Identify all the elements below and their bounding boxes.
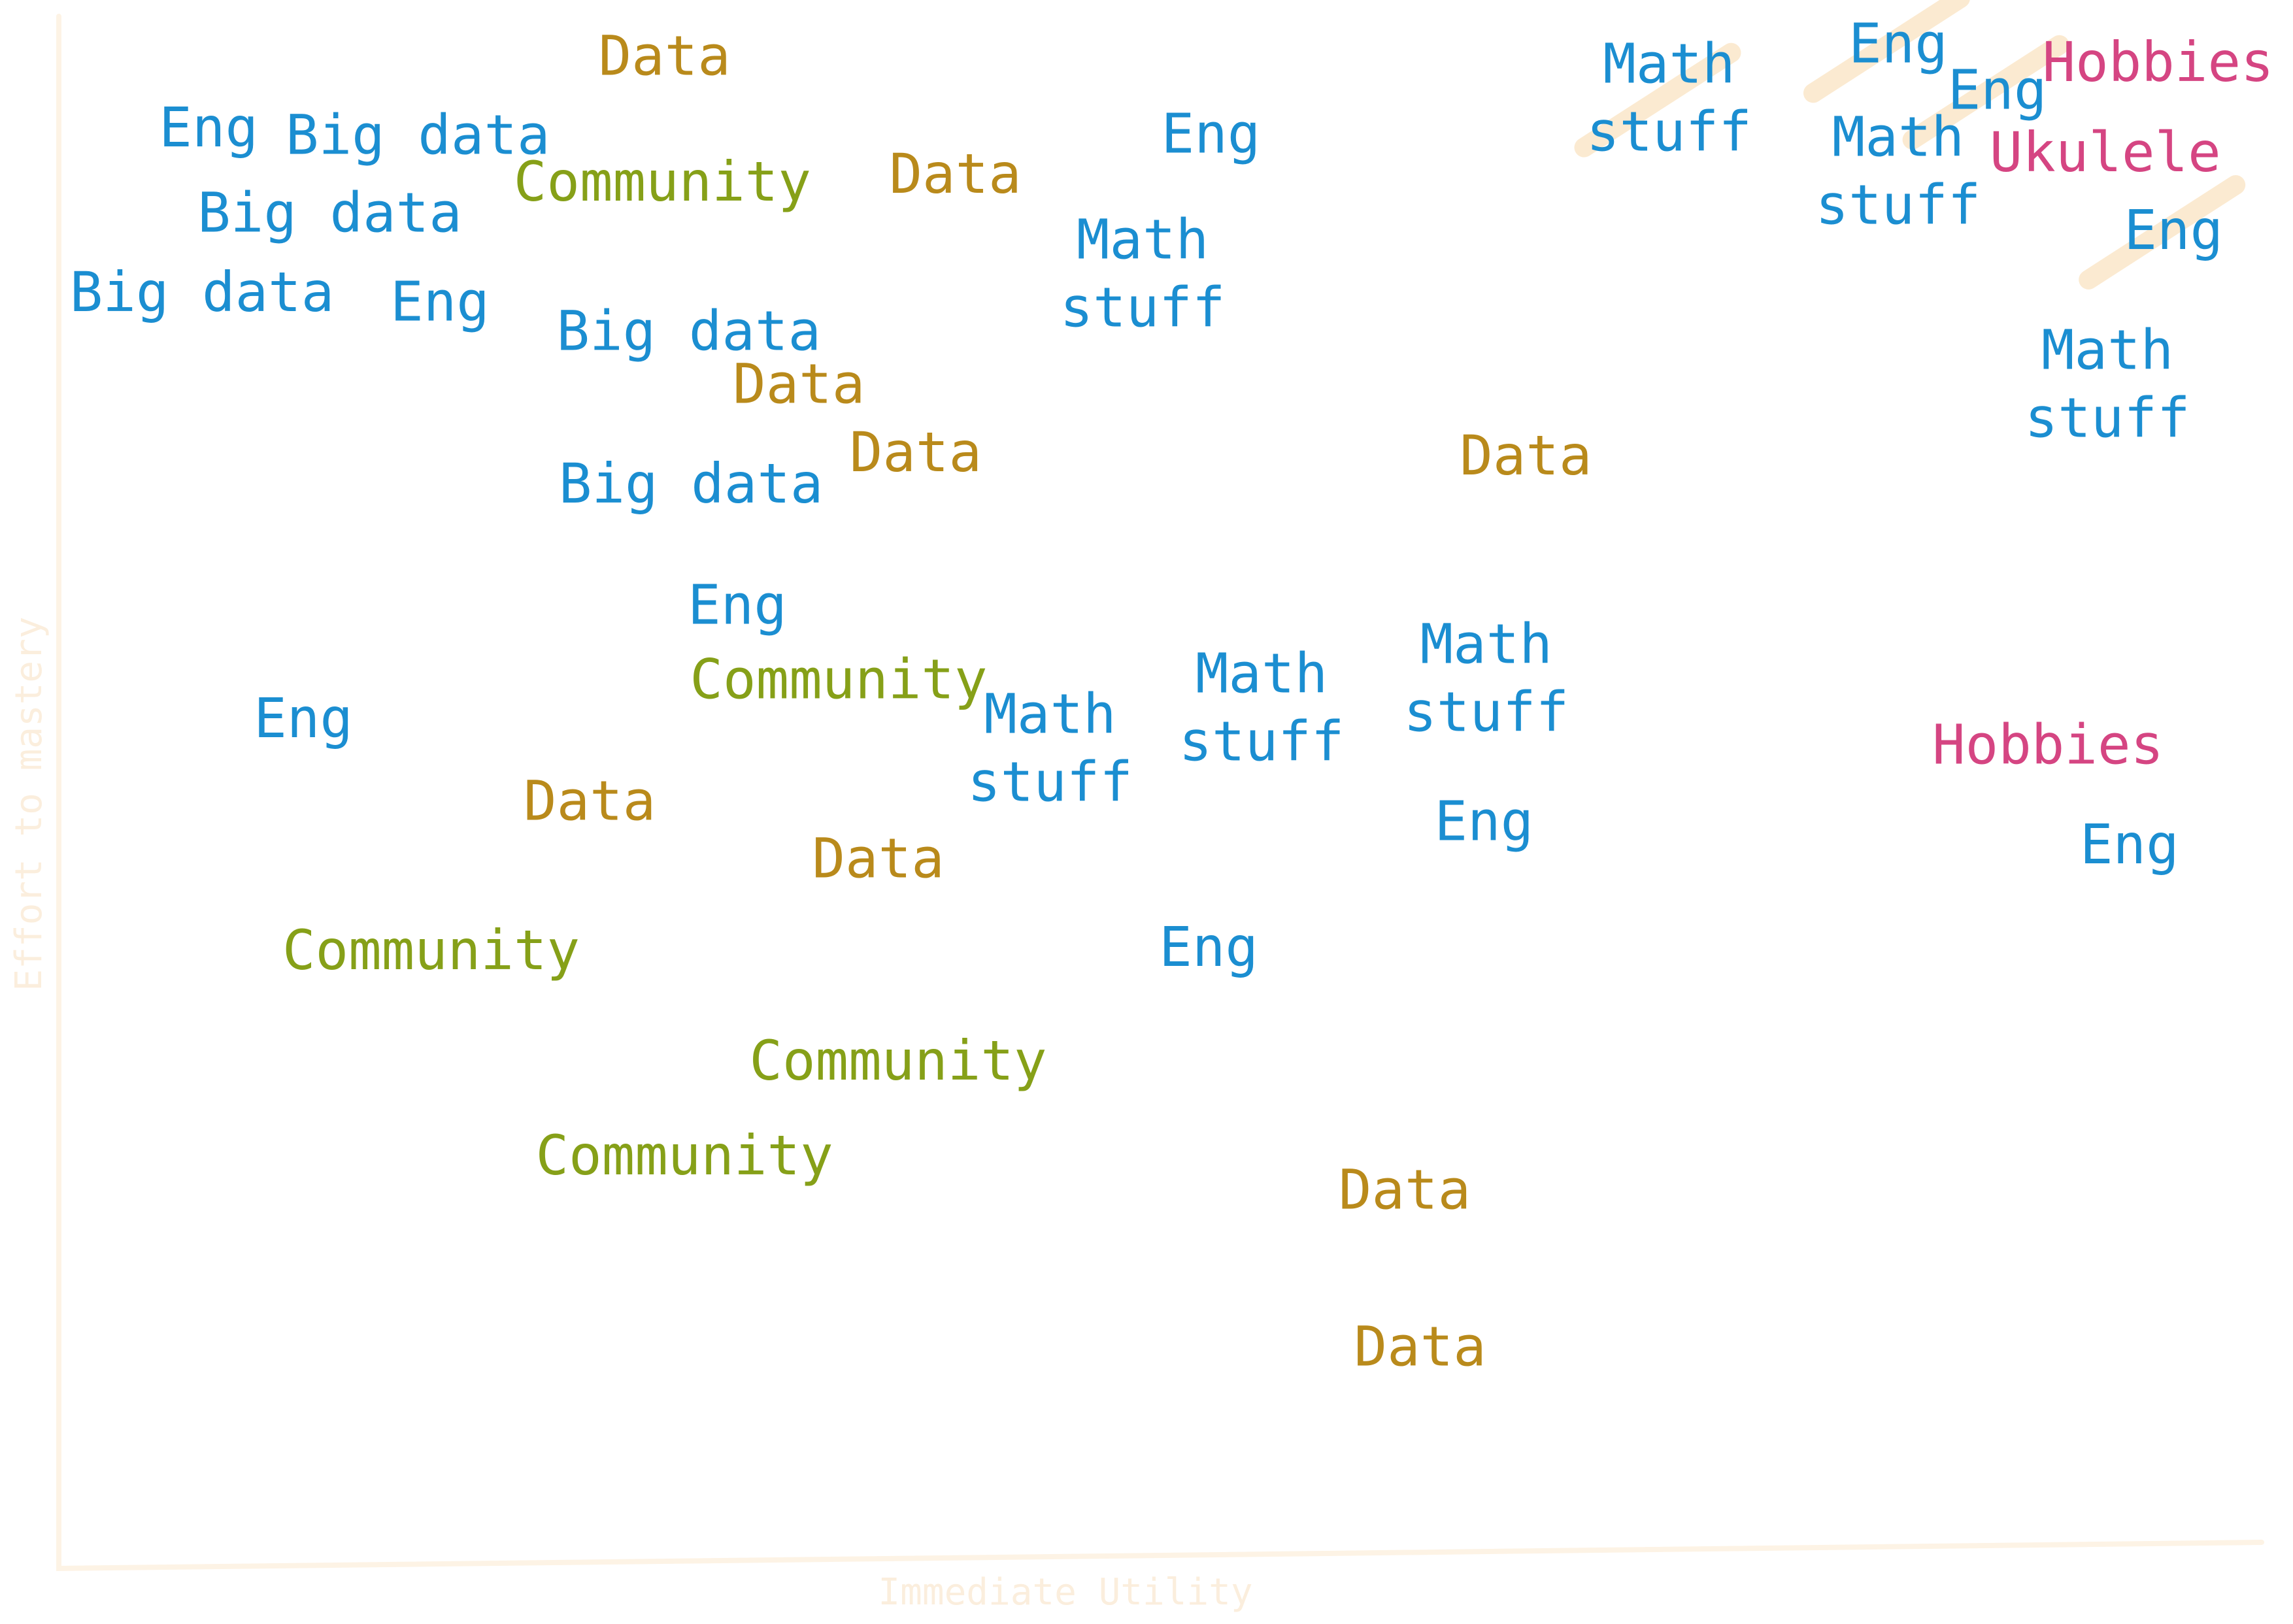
point-label-big-data: Big data bbox=[557, 299, 822, 363]
point-label-big-data: Big data bbox=[70, 260, 335, 324]
point-label-data: Data bbox=[1339, 1157, 1471, 1221]
point-label-big-data: Big data bbox=[286, 103, 550, 167]
point-label-eng: Eng bbox=[254, 686, 353, 750]
point-label-data: Data bbox=[1460, 423, 1592, 488]
point-label-eng: Eng bbox=[1849, 11, 1948, 75]
point-label-data: Data bbox=[599, 24, 731, 88]
x-axis-title: Immediate Utility bbox=[878, 1571, 1252, 1614]
point-label-community: Community bbox=[690, 648, 987, 712]
point-label-data: Data bbox=[524, 769, 656, 833]
point-label-math-stuff: Math stuff bbox=[2025, 318, 2190, 450]
point-label-eng: Eng bbox=[688, 572, 787, 637]
point-label-eng: Eng bbox=[1948, 58, 2047, 122]
point-label-big-data: Big data bbox=[559, 452, 824, 516]
point-label-data: Data bbox=[733, 352, 865, 416]
point-label-ukulele: Ukulele bbox=[1990, 120, 2221, 184]
axis-lines bbox=[56, 14, 2264, 1572]
point-label-community: Community bbox=[749, 1029, 1046, 1093]
point-label-eng: Eng bbox=[1162, 101, 1261, 165]
y-axis-title: Effort to mastery bbox=[8, 616, 50, 991]
point-label-community: Community bbox=[282, 918, 580, 982]
highlight-layer bbox=[1574, 0, 2246, 290]
point-label-math-stuff: Math stuff bbox=[967, 682, 1133, 814]
point-label-big-data: Big data bbox=[197, 181, 462, 245]
point-label-hobbies: Hobbies bbox=[1932, 713, 2164, 777]
point-label-math-stuff: Math stuff bbox=[1816, 105, 1981, 237]
point-label-eng: Eng bbox=[1435, 789, 1534, 853]
point-label-data: Data bbox=[850, 420, 982, 484]
point-label-math-stuff: Math stuff bbox=[1179, 642, 1345, 774]
point-highlight-mark bbox=[1803, 0, 1970, 103]
point-label-eng: Eng bbox=[1159, 915, 1258, 979]
point-label-community: Community bbox=[514, 150, 811, 214]
point-highlight-mark bbox=[1574, 42, 1741, 157]
point-label-eng: Eng bbox=[2124, 198, 2223, 262]
point-label-eng: Eng bbox=[2080, 812, 2179, 876]
point-label-math-stuff: Math stuff bbox=[1403, 612, 1569, 744]
point-label-data: Data bbox=[1354, 1315, 1486, 1379]
point-highlight-mark bbox=[2079, 174, 2246, 290]
point-label-data: Data bbox=[812, 826, 944, 890]
point-label-math-stuff: Math stuff bbox=[1586, 32, 1752, 164]
point-highlight-mark bbox=[1902, 35, 2069, 150]
point-label-eng: Eng bbox=[159, 95, 258, 159]
point-label-eng: Eng bbox=[390, 269, 490, 333]
point-label-community: Community bbox=[536, 1123, 833, 1187]
point-label-data: Data bbox=[889, 142, 1021, 206]
point-label-hobbies: Hobbies bbox=[2043, 30, 2274, 94]
point-label-math-stuff: Math stuff bbox=[1060, 208, 1226, 340]
